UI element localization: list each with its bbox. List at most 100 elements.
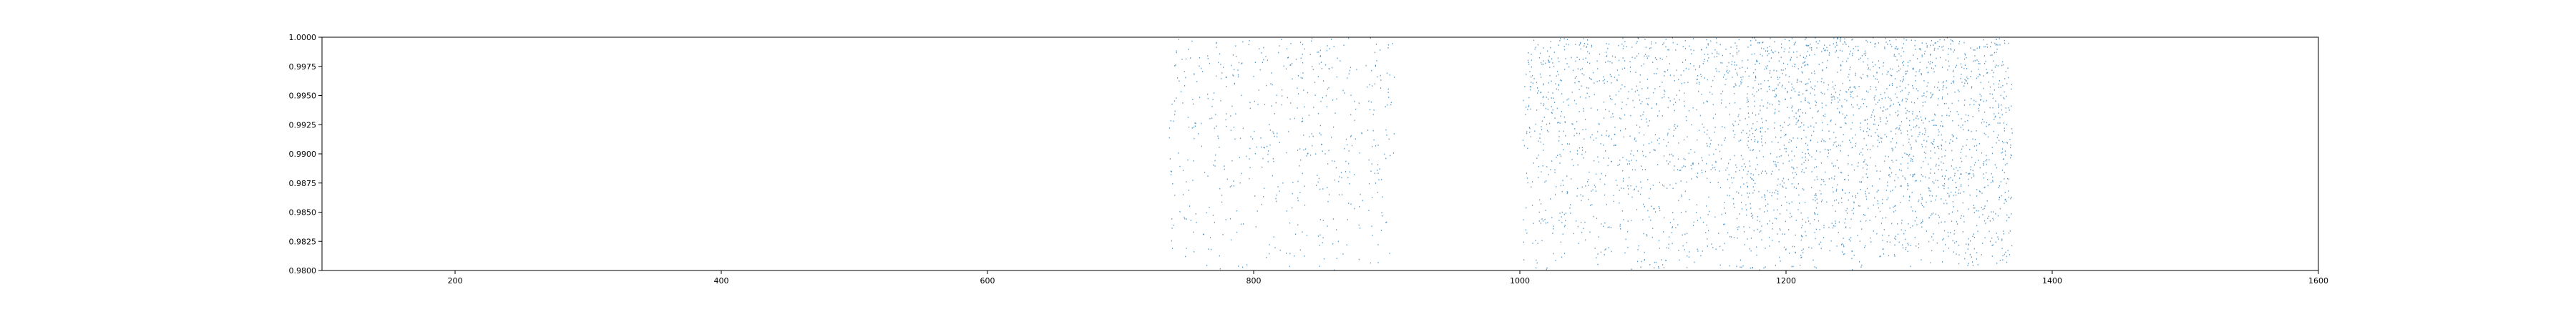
scatter-point: [1375, 64, 1376, 67]
scatter-point: [1838, 232, 1839, 233]
scatter-point: [1319, 125, 1321, 127]
scatter-point: [1757, 142, 1759, 144]
scatter-point: [1992, 218, 1994, 220]
scatter-point: [1533, 78, 1535, 79]
scatter-point: [1377, 172, 1379, 174]
scatter-point: [1976, 59, 1978, 61]
scatter-point: [1646, 234, 1647, 235]
scatter-point: [1596, 81, 1598, 82]
scatter-point: [1177, 77, 1179, 79]
scatter-point: [1729, 187, 1730, 189]
scatter-point: [1297, 224, 1299, 226]
scatter-point: [1931, 142, 1932, 144]
scatter-point: [1570, 213, 1571, 214]
scatter-point: [1760, 131, 1762, 133]
scatter-point: [2006, 255, 2008, 258]
scatter-point: [1808, 78, 1810, 80]
scatter-point: [1874, 119, 1875, 121]
scatter-point: [1624, 252, 1626, 254]
scatter-point: [1805, 235, 1807, 237]
scatter-point: [1953, 251, 1954, 253]
scatter-point: [1719, 245, 1721, 248]
scatter-point: [1755, 39, 1757, 42]
scatter-point: [1556, 107, 1558, 109]
scatter-point: [1783, 122, 1785, 123]
scatter-point: [2011, 84, 2012, 86]
scatter-point: [1184, 218, 1186, 220]
scatter-point: [1923, 92, 1925, 94]
scatter-point: [1959, 167, 1961, 168]
scatter-point: [1612, 113, 1614, 114]
scatter-point: [1526, 132, 1528, 135]
scatter-point: [1629, 61, 1631, 62]
scatter-point: [1918, 127, 1920, 128]
scatter-point: [2001, 64, 2003, 67]
scatter-point: [1564, 49, 1566, 51]
scatter-point: [1252, 138, 1254, 140]
scatter-point: [1387, 44, 1390, 46]
scatter-point: [1881, 97, 1883, 99]
scatter-point: [1599, 178, 1601, 180]
scatter-point: [1707, 245, 1708, 247]
scatter-point: [1895, 235, 1896, 238]
scatter-point: [1275, 198, 1277, 200]
scatter-point: [1631, 268, 1632, 270]
scatter-point: [1696, 175, 1697, 177]
scatter-point: [1734, 86, 1735, 88]
scatter-point: [1800, 109, 1801, 110]
scatter-point: [1377, 145, 1379, 146]
scatter-point: [1811, 47, 1813, 49]
scatter-point: [1212, 215, 1214, 216]
scatter-point: [1807, 51, 1809, 52]
scatter-point: [2007, 67, 2009, 69]
scatter-point: [1235, 113, 1236, 114]
scatter-point: [1901, 170, 1902, 172]
scatter-point: [1559, 79, 1561, 81]
scatter-point: [1885, 109, 1887, 110]
scatter-point: [1878, 60, 1880, 62]
scatter-point: [1900, 80, 1901, 82]
scatter-point: [1231, 105, 1233, 107]
scatter-point: [1787, 64, 1788, 65]
scatter-point: [2006, 124, 2008, 126]
scatter-point: [1752, 186, 1754, 187]
scatter-point: [1870, 117, 1872, 118]
scatter-point: [1312, 69, 1314, 70]
scatter-point: [1841, 202, 1843, 203]
scatter-point: [1921, 146, 1923, 147]
scatter-point: [1930, 97, 1931, 99]
scatter-point: [1907, 243, 1908, 245]
scatter-point: [1845, 91, 1847, 92]
scatter-point: [1756, 246, 1757, 248]
scatter-point: [1767, 210, 1768, 212]
scatter-point: [1634, 57, 1636, 59]
scatter-point: [1722, 54, 1723, 57]
scatter-point: [1941, 114, 1943, 117]
scatter-point: [1605, 62, 1606, 63]
scatter-point: [1914, 237, 1916, 238]
scatter-point: [1966, 68, 1968, 69]
scatter-point: [1860, 189, 1861, 190]
scatter-point: [1914, 44, 1916, 47]
scatter-point: [1667, 107, 1669, 109]
scatter-point: [1597, 156, 1599, 158]
scatter-point: [1757, 228, 1758, 230]
scatter-point: [1893, 211, 1895, 213]
scatter-point: [1747, 196, 1749, 198]
scatter-point: [1913, 68, 1914, 70]
scatter-point: [1884, 160, 1885, 162]
scatter-point: [1178, 152, 1179, 154]
scatter-point: [1946, 170, 1947, 171]
scatter-point: [1370, 170, 1372, 172]
scatter-point: [1386, 135, 1387, 136]
scatter-point: [2006, 142, 2008, 144]
scatter-point: [1254, 195, 1256, 197]
scatter-point: [1918, 199, 1920, 201]
scatter-point: [1898, 65, 1899, 67]
scatter-point: [1626, 46, 1627, 47]
scatter-point: [1269, 130, 1271, 131]
scatter-point: [1692, 162, 1694, 164]
scatter-point: [1750, 238, 1752, 239]
scatter-point: [1757, 164, 1758, 165]
scatter-point: [1775, 265, 1776, 266]
